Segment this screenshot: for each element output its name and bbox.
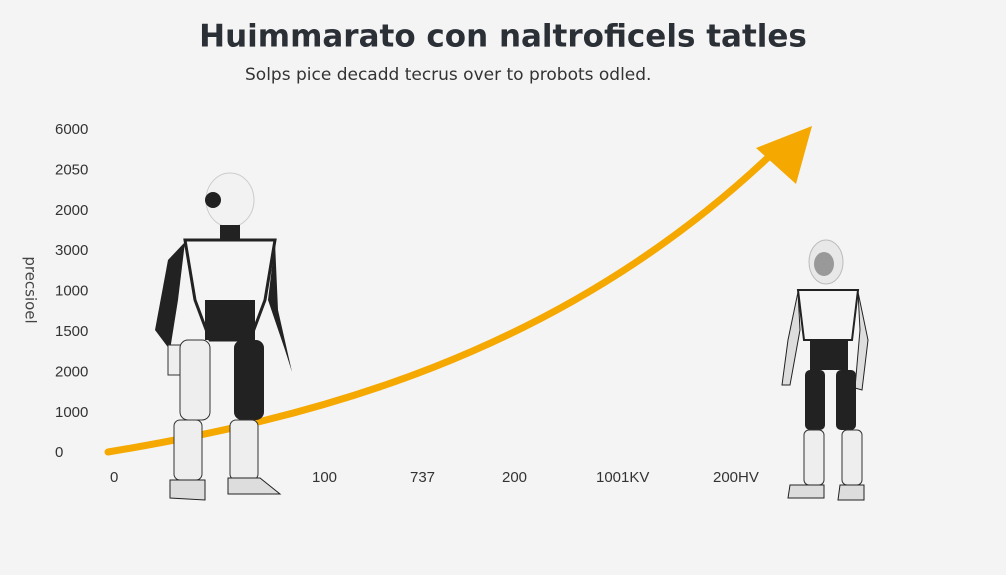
y-tick-label: 3000 — [55, 242, 88, 259]
y-tick-label: 1500 — [55, 323, 88, 340]
x-tick-label: 737 — [410, 469, 435, 486]
x-tick-label: 100 — [312, 469, 337, 486]
y-tick-label: 1000 — [55, 283, 88, 300]
y-tick-label: 2050 — [55, 161, 88, 178]
y-tick-label: 0 — [55, 444, 63, 461]
robot-left — [155, 172, 292, 501]
y-tick-label: 2000 — [55, 363, 88, 380]
chart-title: Huimmarato con naltroficels tatles — [199, 19, 807, 55]
arrow-head — [756, 126, 812, 184]
chart-subtitle: Solps pice decadd tecrus over to probots… — [245, 65, 651, 85]
x-tick-label: 0 — [110, 469, 118, 486]
x-tick-label: 1001KV — [596, 469, 649, 486]
y-axis-label: precsioel — [22, 256, 40, 323]
robot-right — [781, 239, 869, 501]
y-tick-label: 1000 — [55, 404, 88, 421]
y-tick-label: 2000 — [55, 202, 88, 219]
x-tick-label: 200HV — [713, 469, 759, 486]
x-tick-label: 200 — [502, 469, 527, 486]
y-tick-label: 6000 — [55, 121, 88, 138]
